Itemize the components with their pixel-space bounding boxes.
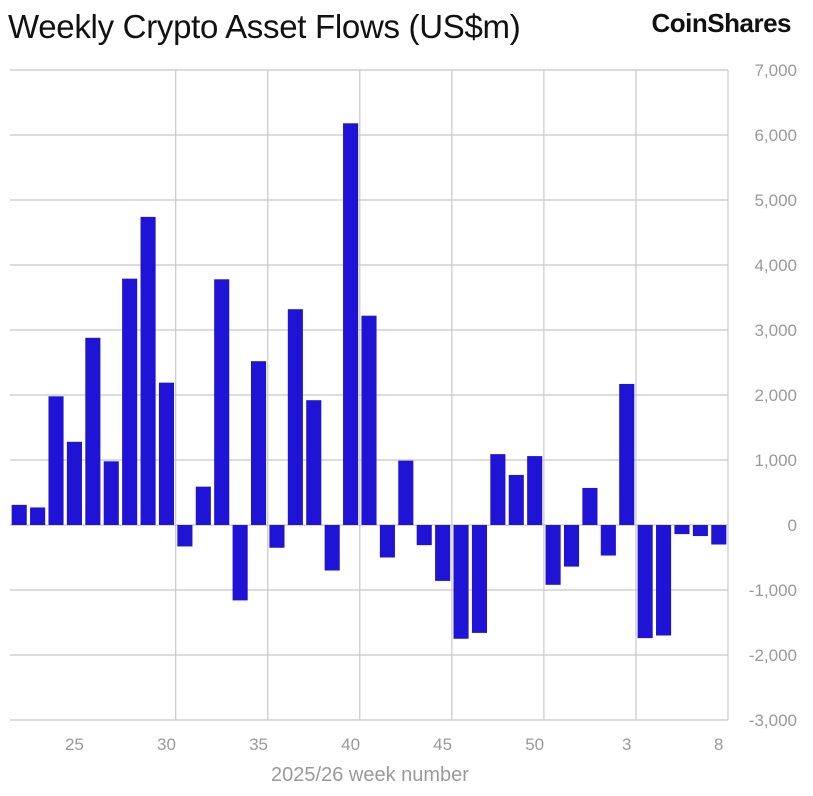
bar-week-42 <box>379 525 395 558</box>
bar-week-38 <box>306 400 322 525</box>
y-tick-label: 2,000 <box>754 386 797 405</box>
bars <box>11 123 727 639</box>
x-axis-ticks: 25 30 35 40 45 50 3 8 <box>65 735 724 754</box>
bar-week-48 <box>490 454 506 525</box>
bar-week-24 <box>48 396 64 525</box>
bar-week-7 <box>692 525 708 537</box>
bar-week-32 <box>195 486 211 525</box>
bar-week-2 <box>600 525 616 556</box>
x-tick-label: 3 <box>622 735 631 754</box>
bar-week-5 <box>656 525 672 636</box>
bar-week-35 <box>250 361 267 525</box>
bar-week-8 <box>711 525 727 545</box>
bar-week-47 <box>471 525 488 633</box>
bar-week-50 <box>527 456 543 525</box>
bar-week-3 <box>619 383 635 525</box>
y-tick-label: -2,000 <box>749 646 797 665</box>
y-tick-label: 4,000 <box>754 256 797 275</box>
bar-week-46 <box>453 525 469 639</box>
x-tick-label: 50 <box>525 735 544 754</box>
x-tick-label: 25 <box>65 735 84 754</box>
bar-week-25 <box>66 441 82 525</box>
bar-week-27 <box>103 461 119 525</box>
bar-week-33 <box>214 279 230 525</box>
brand-logo: CoinShares <box>651 8 792 38</box>
x-tick-label: 45 <box>433 735 452 754</box>
bar-week-41 <box>361 315 377 525</box>
y-tick-label: -3,000 <box>749 711 797 730</box>
bar-week-39 <box>324 525 340 571</box>
bar-week-37 <box>287 309 303 525</box>
bar-week-40 <box>343 123 359 526</box>
bar-week-29 <box>140 216 156 525</box>
bar-week-45 <box>435 525 451 581</box>
bar-week-52 <box>563 525 580 567</box>
bar-week-1 <box>582 487 598 525</box>
bar-week-28 <box>122 278 138 525</box>
bar-week-22 <box>11 504 27 525</box>
y-axis-ticks: 7,000 6,000 5,000 4,000 3,000 2,000 1,000 0 -1,0… <box>749 61 797 730</box>
x-tick-label: 40 <box>341 735 360 754</box>
bar-week-43 <box>398 460 414 525</box>
bar-week-30 <box>158 382 175 525</box>
bar-week-44 <box>416 525 432 546</box>
y-tick-label: 0 <box>788 516 797 535</box>
bar-week-26 <box>85 337 101 525</box>
bar-week-51 <box>545 525 561 585</box>
chart-title: Weekly Crypto Asset Flows (US$m) <box>8 8 521 45</box>
bar-week-23 <box>30 507 46 525</box>
bar-week-34 <box>232 525 248 601</box>
x-axis-title: 2025/26 week number <box>271 764 469 786</box>
bar-week-6 <box>674 525 690 535</box>
y-tick-label: 3,000 <box>754 321 797 340</box>
y-tick-label: -1,000 <box>749 581 797 600</box>
y-tick-label: 1,000 <box>754 451 797 470</box>
x-tick-label: 8 <box>714 735 723 754</box>
bar-week-49 <box>508 474 524 525</box>
bar-week-4 <box>637 525 653 639</box>
x-tick-label: 35 <box>249 735 268 754</box>
bar-week-36 <box>269 525 285 548</box>
x-tick-label: 30 <box>157 735 176 754</box>
bar-week-31 <box>177 525 193 547</box>
y-tick-label: 5,000 <box>754 191 797 210</box>
y-tick-label: 7,000 <box>754 61 797 80</box>
y-tick-label: 6,000 <box>754 126 797 145</box>
